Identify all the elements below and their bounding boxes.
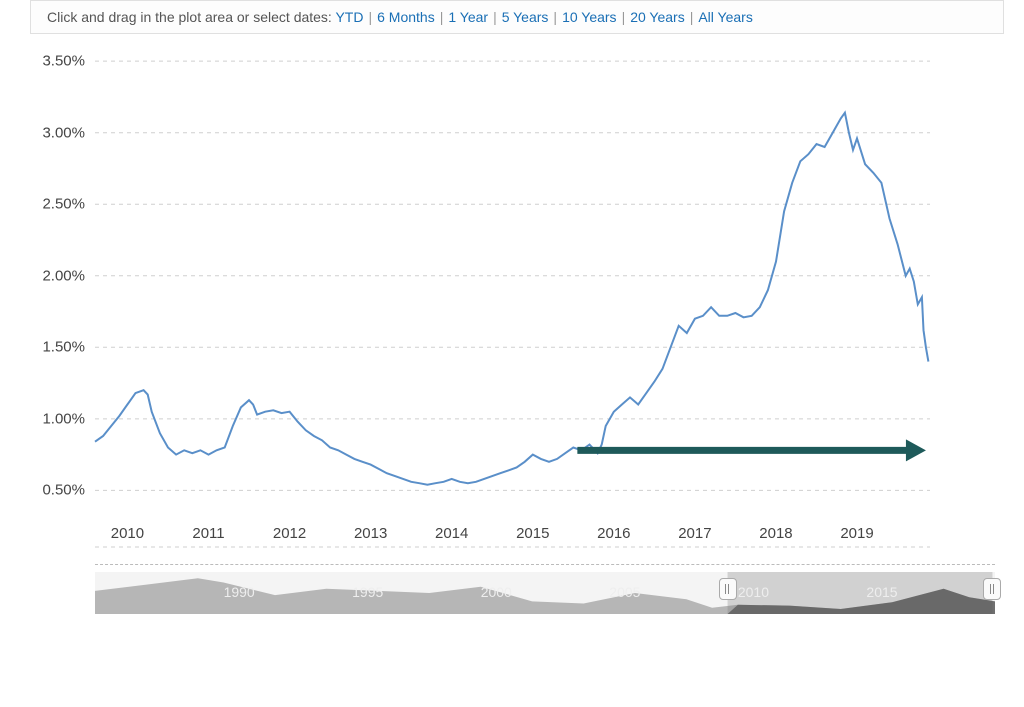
- x-tick-label: 2012: [273, 525, 306, 542]
- x-tick-label: 2010: [111, 525, 144, 542]
- nav-tick-label: 2015: [866, 584, 897, 600]
- separator: |: [553, 9, 557, 25]
- x-tick-label: 2019: [840, 525, 873, 542]
- range-toolbar: Click and drag in the plot area or selec…: [30, 0, 1004, 34]
- range-link-6-months[interactable]: 6 Months: [377, 9, 435, 25]
- separator: |: [368, 9, 372, 25]
- nav-tick-label: 2000: [481, 584, 512, 600]
- y-tick-label: 1.50%: [42, 339, 85, 356]
- y-tick-label: 2.50%: [42, 196, 85, 213]
- x-tick-label: 2015: [516, 525, 549, 542]
- nav-tick-label: 1990: [224, 584, 255, 600]
- x-tick-label: 2018: [759, 525, 792, 542]
- y-tick-label: 0.50%: [42, 482, 85, 499]
- chart-svg[interactable]: [30, 44, 930, 564]
- range-link-all-years[interactable]: All Years: [698, 9, 752, 25]
- x-tick-label: 2016: [597, 525, 630, 542]
- x-tick-label: 2014: [435, 525, 468, 542]
- range-link-10-years[interactable]: 10 Years: [562, 9, 617, 25]
- y-tick-label: 2.00%: [42, 267, 85, 284]
- y-tick-label: 3.00%: [42, 124, 85, 141]
- separator: |: [690, 9, 694, 25]
- separator: |: [493, 9, 497, 25]
- range-link-1-year[interactable]: 1 Year: [448, 9, 488, 25]
- trend-arrow-head: [906, 439, 926, 461]
- x-tick-label: 2011: [192, 525, 224, 542]
- navigator-handle-right[interactable]: [983, 578, 1001, 600]
- range-link-ytd[interactable]: YTD: [335, 9, 363, 25]
- nav-tick-label: 2005: [609, 584, 640, 600]
- toolbar-instruction: Click and drag in the plot area or selec…: [47, 9, 332, 25]
- x-tick-label: 2017: [678, 525, 711, 542]
- x-tick-label: 2013: [354, 525, 387, 542]
- range-link-20-years[interactable]: 20 Years: [630, 9, 685, 25]
- navigator-handle-left[interactable]: [719, 578, 737, 600]
- y-tick-label: 3.50%: [42, 53, 85, 70]
- nav-tick-label: 1995: [352, 584, 383, 600]
- separator: |: [622, 9, 626, 25]
- nav-tick-label: 2010: [738, 584, 769, 600]
- y-tick-label: 1.00%: [42, 410, 85, 427]
- main-chart[interactable]: 0.50% 1.00% 1.50% 2.00% 2.50% 3.00% 3.50% 2010 2…: [30, 44, 930, 564]
- range-link-5-years[interactable]: 5 Years: [502, 9, 549, 25]
- separator: |: [440, 9, 444, 25]
- rate-line: [95, 113, 928, 485]
- navigator[interactable]: 1990 1995 2000 2005 2010 2015: [95, 564, 995, 614]
- range-links: YTD|6 Months|1 Year|5 Years|10 Years|20 …: [335, 9, 752, 25]
